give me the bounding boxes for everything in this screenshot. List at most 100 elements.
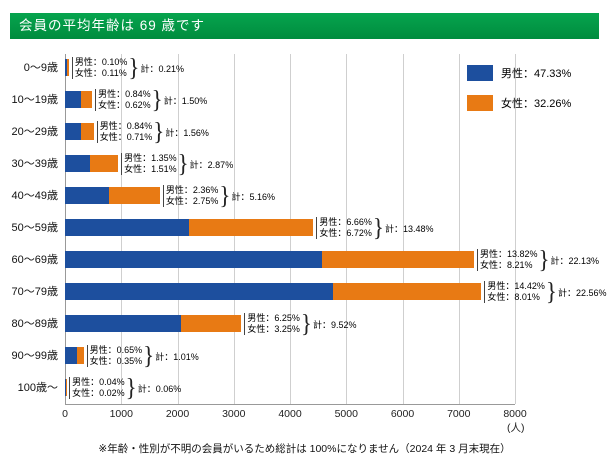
- bar-row: 男性：1.35% 女性：1.51%} 計：2.87%: [65, 148, 515, 180]
- bar-segment-male: [65, 315, 182, 332]
- legend: 男性：47.33% 女性：32.26%: [467, 64, 571, 124]
- legend-swatch-male: [467, 64, 493, 81]
- male-female-values: 男性：14.42% 女性：8.01%: [484, 281, 545, 303]
- brace-glyph: }: [143, 341, 155, 369]
- female-value: 女性：3.25%: [247, 324, 300, 334]
- female-value: 女性：0.35%: [89, 356, 143, 366]
- bar-segment-female: [80, 123, 94, 140]
- bar-segment-female: [181, 315, 242, 332]
- female-value: 女性：0.71%: [99, 132, 153, 142]
- male-value: 男性：14.42%: [487, 281, 545, 291]
- bar-segment-male: [65, 283, 333, 300]
- x-axis-unit-label: (人): [507, 422, 525, 434]
- title-bar: 会員の平均年齢は 69 歳です: [10, 13, 599, 39]
- stacked-bar: [65, 123, 94, 140]
- bar-row: 男性：6.25% 女性：3.25%} 計：9.52%: [65, 308, 515, 340]
- bar-value-label: 男性：1.35% 女性：1.51%} 計：2.87%: [121, 151, 233, 176]
- bar-row: 男性：0.04% 女性：0.02%} 計：0.06%: [65, 372, 515, 404]
- brace-glyph: }: [153, 117, 165, 145]
- total-value: 計：1.01%: [155, 351, 199, 362]
- age-label: 60～69歳: [11, 254, 58, 266]
- age-label: 90～99歳: [11, 350, 58, 362]
- female-value: 女性：2.75%: [165, 196, 219, 206]
- stacked-bar: [65, 347, 84, 364]
- male-female-values: 男性：0.65% 女性：0.35%: [86, 345, 143, 367]
- male-value: 男性：1.35%: [124, 153, 177, 163]
- gridline-5000: [346, 54, 348, 404]
- x-tick-label: 0: [62, 408, 68, 420]
- brace-glyph: }: [125, 373, 137, 401]
- bar-value-label: 男性：0.65% 女性：0.35%} 計：1.01%: [86, 341, 199, 369]
- bar-row: 男性：0.10% 女性：0.11%} 計：0.21%: [65, 52, 515, 84]
- male-value: 男性：6.66%: [319, 217, 372, 227]
- male-female-values: 男性：6.25% 女性：3.25%: [244, 313, 300, 335]
- gridline-7000: [458, 54, 460, 404]
- male-female-values: 男性：0.84% 女性：0.71%: [96, 121, 153, 143]
- bar-row: 男性：13.82% 女性：8.21%} 計：22.13%: [65, 244, 599, 276]
- bar-segment-female: [90, 155, 119, 172]
- male-female-values: 男性：2.36% 女性：2.75%: [162, 185, 219, 207]
- bar-value-label: 男性：2.36% 女性：2.75%} 計：5.16%: [162, 183, 275, 208]
- brace-glyph: }: [545, 277, 557, 305]
- brace-glyph: }: [151, 85, 163, 113]
- y-axis-labels: 0～9歳 10～19歳 20～29歳 30～39歳 40～49歳 50～59歳 60～69歳…: [0, 52, 60, 404]
- bar-value-label: 男性：0.04% 女性：0.02%} 計：0.06%: [69, 373, 182, 401]
- male-value: 男性：0.04%: [72, 377, 125, 387]
- plot-area: 男性：0.10% 女性：0.11%} 計：0.21% 男性：0.84% 女性：0.62%…: [65, 52, 606, 405]
- gridline-6000: [402, 54, 404, 404]
- footnote: ※年齢・性別が不明の会員がいるため総計は 100%になりません（2024 年 3…: [98, 443, 511, 455]
- stacked-bar: [65, 379, 67, 396]
- bar-segment-male: [65, 379, 66, 396]
- brace-glyph: }: [300, 309, 312, 337]
- bar-segment-male: [65, 155, 91, 172]
- stacked-bar: [65, 315, 242, 332]
- bar-segment-female: [108, 187, 160, 204]
- male-value: 男性：0.10%: [74, 57, 128, 67]
- age-label: 30～39歳: [11, 158, 58, 170]
- male-female-values: 男性：13.82% 女性：8.21%: [476, 249, 538, 271]
- bar-value-label: 男性：0.84% 女性：0.62%} 計：1.50%: [95, 85, 207, 113]
- age-label: 80～89歳: [11, 318, 58, 330]
- bar-segment-male: [65, 123, 81, 140]
- x-tick-label: 5000: [334, 408, 358, 420]
- bar-segment-female: [80, 91, 93, 108]
- total-value: 計：1.56%: [165, 127, 209, 138]
- brace-glyph: }: [538, 245, 550, 273]
- bar-segment-male: [65, 59, 67, 76]
- stacked-bar: [65, 155, 119, 172]
- male-female-values: 男性：6.66% 女性：6.72%: [316, 217, 372, 239]
- age-label: 100歳～: [17, 382, 58, 394]
- total-value: 計：0.06%: [137, 383, 182, 394]
- male-female-values: 男性：0.84% 女性：0.62%: [95, 89, 151, 111]
- total-value: 計：22.56%: [557, 287, 607, 298]
- bar-value-label: 男性：13.82% 女性：8.21%} 計：22.13%: [476, 245, 600, 273]
- x-axis: 0 1000 2000 3000 4000 5000 6000 7000 8000: [62, 408, 527, 422]
- male-value: 男性：13.82%: [479, 249, 538, 259]
- bar-row: 男性：0.65% 女性：0.35%} 計：1.01%: [65, 340, 515, 372]
- gridline-8000: [515, 54, 516, 404]
- bar-row: 男性：14.42% 女性：8.01%} 計：22.56%: [65, 276, 606, 308]
- age-label: 10～19歳: [11, 94, 58, 106]
- bar-segment-female: [188, 219, 314, 236]
- stacked-bar: [65, 219, 314, 236]
- total-value: 計：22.13%: [550, 255, 600, 266]
- female-value: 女性：0.62%: [98, 100, 151, 110]
- female-value: 女性：6.72%: [319, 228, 372, 238]
- bar-row: 男性：2.36% 女性：2.75%} 計：5.16%: [65, 180, 515, 212]
- total-value: 計：0.21%: [140, 63, 184, 74]
- total-value: 計：13.48%: [384, 223, 434, 234]
- x-tick-label: 3000: [222, 408, 246, 420]
- bar-segment-male: [65, 91, 81, 108]
- stacked-bar: [65, 283, 482, 300]
- legend-swatch-female: [467, 94, 493, 111]
- legend-item-male: 男性：47.33%: [467, 64, 571, 81]
- stacked-bar: [65, 251, 474, 268]
- x-tick-label: 4000: [278, 408, 302, 420]
- female-value: 女性：1.51%: [124, 164, 177, 174]
- age-label: 50～59歳: [11, 222, 58, 234]
- bar-value-label: 男性：6.66% 女性：6.72%} 計：13.48%: [316, 215, 434, 240]
- male-female-values: 男性：1.35% 女性：1.51%: [121, 153, 177, 175]
- bar-value-label: 男性：6.25% 女性：3.25%} 計：9.52%: [244, 309, 357, 337]
- stacked-bar: [65, 187, 160, 204]
- male-value: 男性：0.65%: [89, 345, 143, 355]
